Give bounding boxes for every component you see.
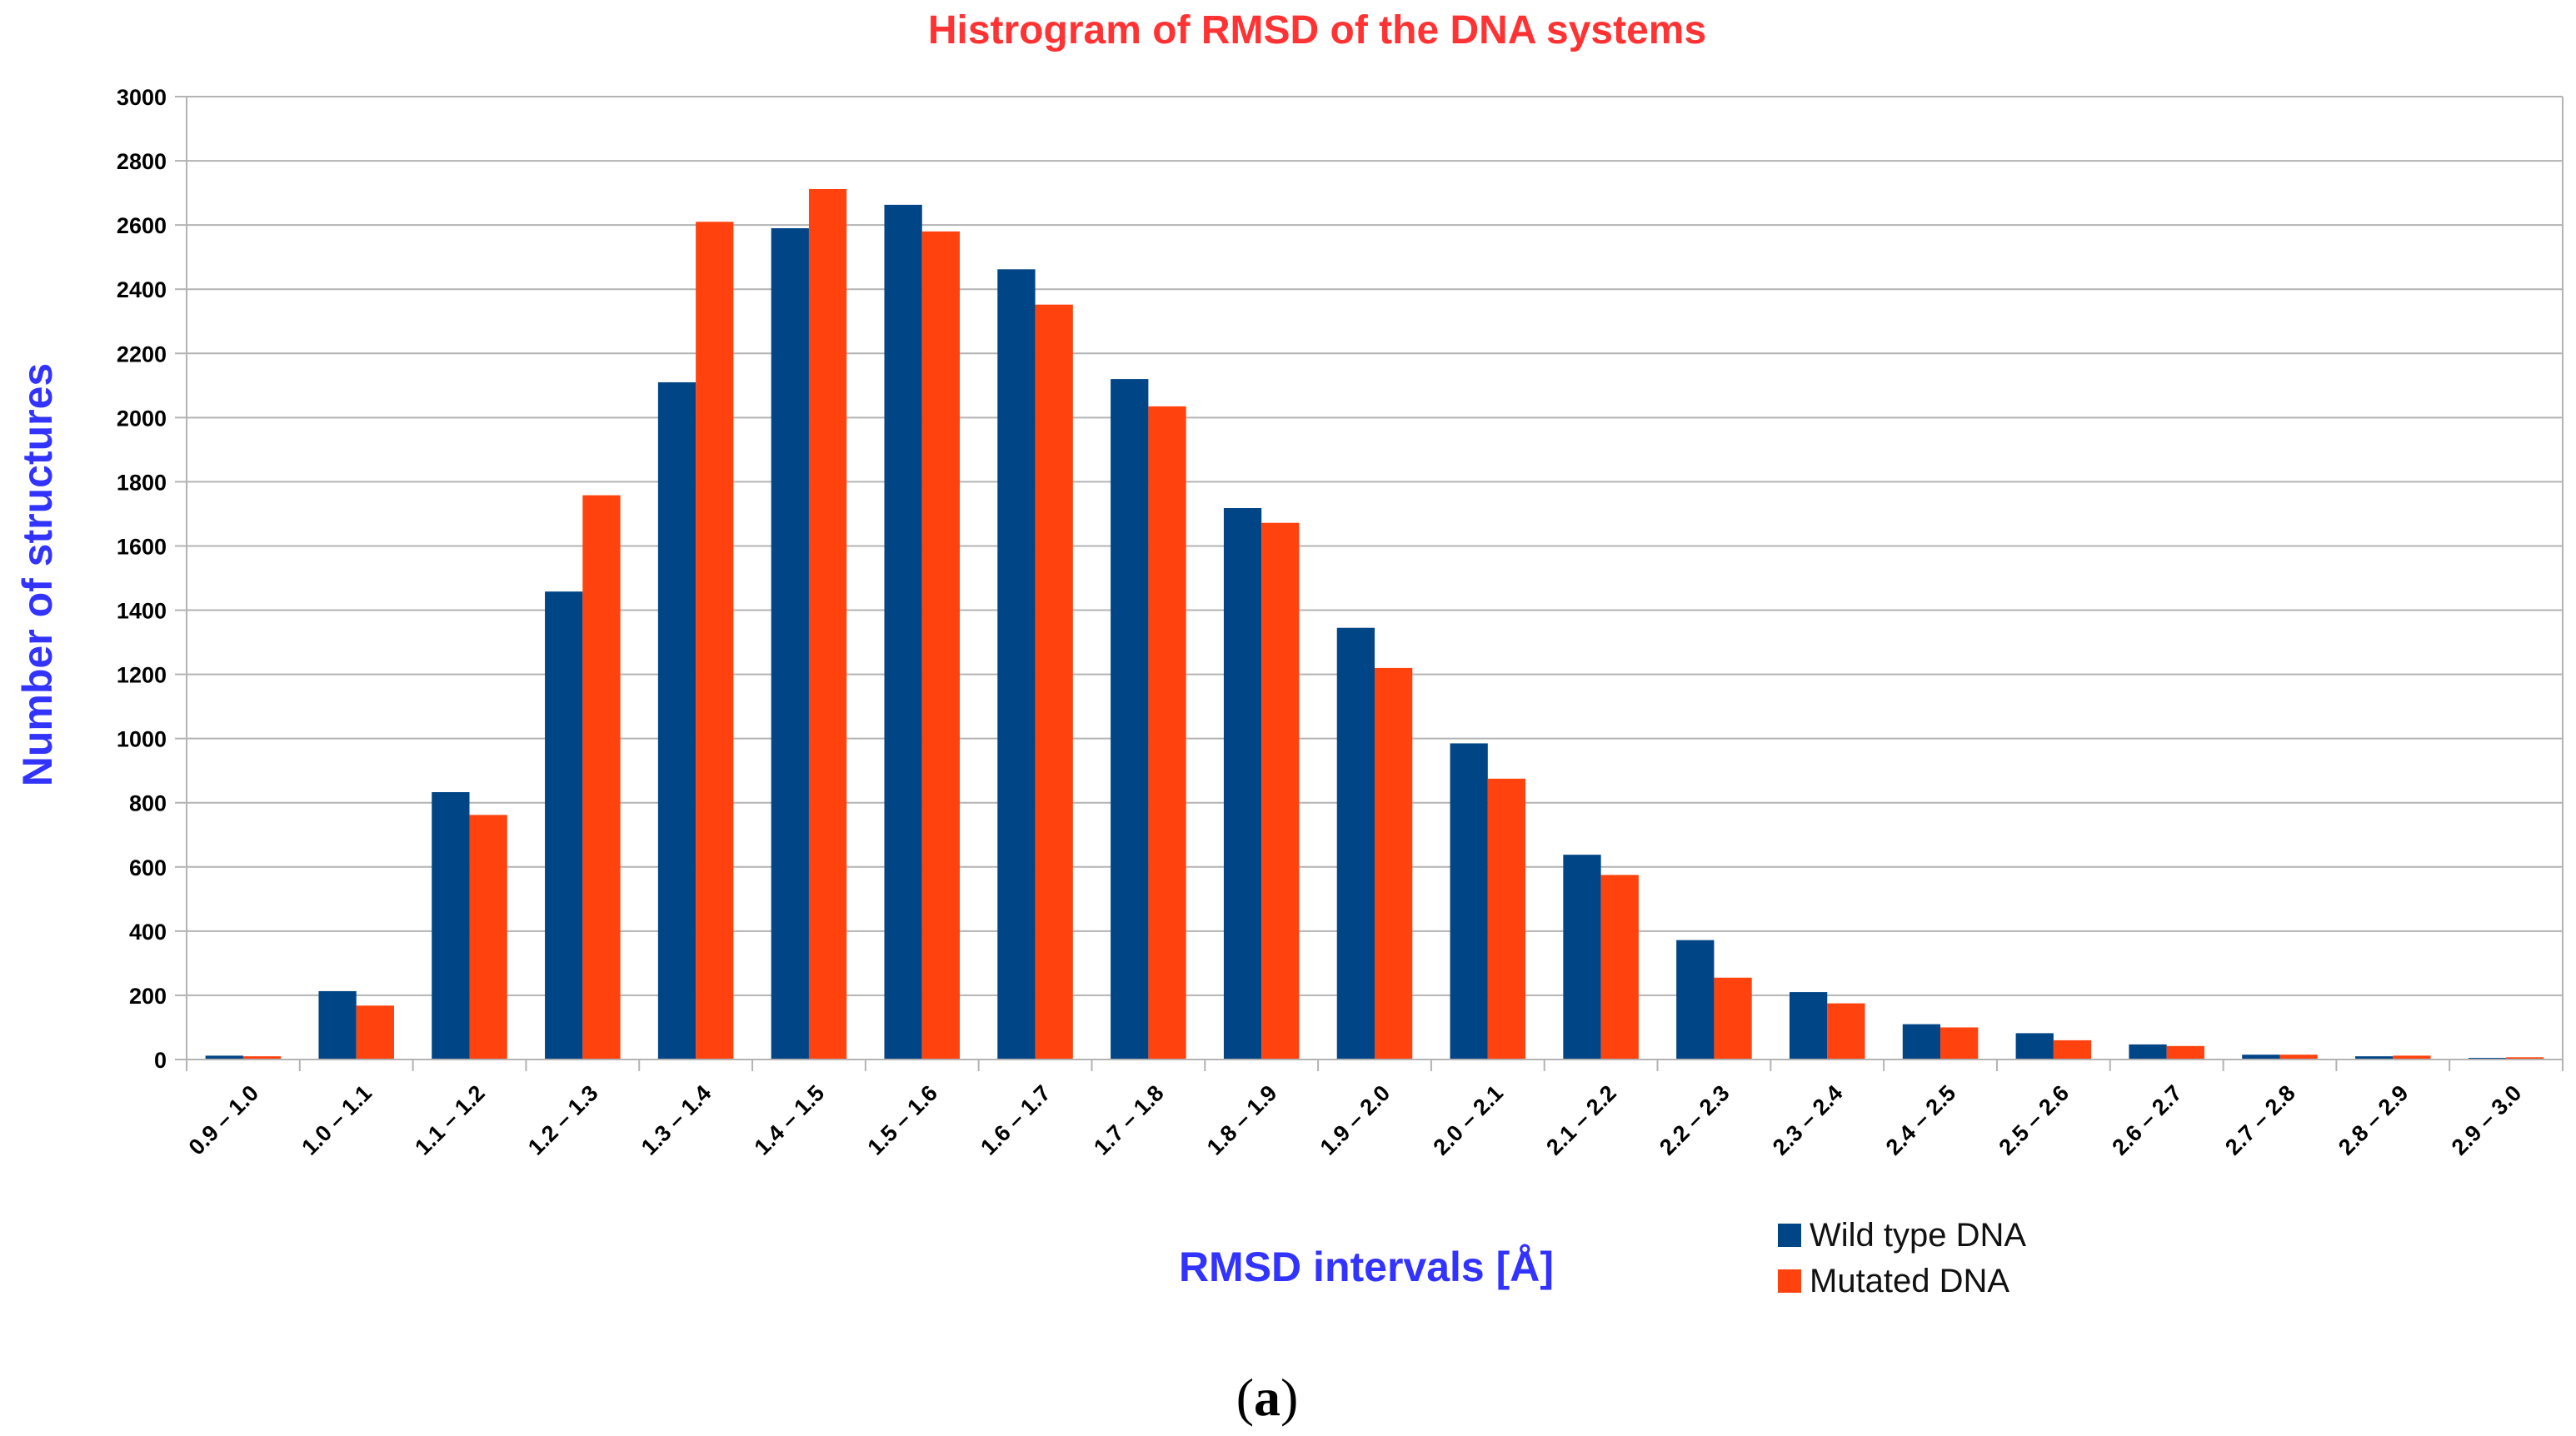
bar-mutated [2506, 1057, 2544, 1060]
y-tick-label: 0 [154, 1048, 167, 1073]
x-tick-label: 2.8 – 2.9 [2334, 1080, 2414, 1160]
bar-mutated [2393, 1055, 2431, 1060]
y-tick-label: 3000 [117, 85, 167, 110]
x-tick-label: 0.9 – 1.0 [184, 1080, 264, 1160]
bar-wild-type [318, 990, 357, 1060]
y-tick-label: 1600 [117, 534, 167, 559]
x-tick-label: 2.6 – 2.7 [2107, 1080, 2187, 1160]
bar-mutated [1827, 1003, 1865, 1060]
bar-wild-type [2129, 1044, 2167, 1060]
bar-mutated [1600, 875, 1639, 1060]
caption-open-paren: ( [1236, 1368, 1254, 1427]
y-tick-label: 1800 [117, 470, 167, 495]
x-tick-label: 2.4 – 2.5 [1881, 1080, 1961, 1160]
bar-wild-type [432, 792, 470, 1060]
x-tick-label: 2.0 – 2.1 [1429, 1080, 1509, 1160]
bar-mutated [696, 222, 734, 1060]
x-tick-label: 1.5 – 1.6 [862, 1080, 942, 1160]
bar-wild-type [2355, 1056, 2394, 1060]
bar-wild-type [2242, 1055, 2280, 1060]
bar-wild-type [771, 227, 809, 1060]
y-tick-label: 2200 [117, 342, 167, 366]
bar-mutated [2279, 1055, 2318, 1060]
bar-mutated [921, 231, 961, 1060]
bar-mutated [356, 1005, 394, 1060]
y-tick-label: 200 [129, 984, 167, 1009]
bar-mutated [1261, 522, 1300, 1060]
bar-mutated [1487, 778, 1526, 1060]
x-axis-ticks: 0.9 – 1.0 1.0 – 1.1 1.1 – 1.2 1.2 – 1.3 1.3 … [184, 1060, 2564, 1160]
x-axis-label: RMSD intervals [Å] [1179, 1244, 1554, 1290]
bar-wild-type [1563, 855, 1601, 1060]
bar-wild-type [1223, 507, 1262, 1060]
bar-wild-type [1111, 379, 1149, 1060]
x-tick-label: 1.7 – 1.8 [1089, 1080, 1169, 1160]
y-tick-label: 2400 [117, 277, 167, 302]
bar-wild-type [1450, 743, 1488, 1060]
x-tick-label: 2.1 – 2.2 [1541, 1080, 1621, 1160]
x-tick-label: 2.9 – 3.0 [2447, 1080, 2527, 1160]
y-tick-label: 800 [129, 791, 167, 816]
x-tick-label: 1.8 – 1.9 [1202, 1080, 1282, 1160]
bar-mutated [1940, 1027, 1979, 1060]
chart-title: Histrogram of RMSD of the DNA systems [928, 8, 1706, 52]
bar-wild-type [997, 269, 1036, 1060]
bar-mutated [469, 815, 507, 1060]
x-tick-label: 1.6 – 1.7 [976, 1080, 1056, 1160]
y-tick-label: 2000 [117, 406, 167, 431]
bar-wild-type [1336, 627, 1375, 1060]
legend-swatch-wild-type [1778, 1224, 1801, 1247]
bar-mutated [1714, 977, 1752, 1060]
bar-mutated [1148, 406, 1186, 1060]
bar-wild-type [1789, 992, 1828, 1060]
axes [186, 97, 2564, 1060]
bar-wild-type [657, 381, 696, 1060]
bar-wild-type [884, 204, 922, 1060]
x-tick-label: 2.5 – 2.6 [1994, 1080, 2074, 1160]
bar-wild-type [2015, 1033, 2054, 1060]
y-tick-label: 1400 [117, 599, 167, 624]
x-tick-label: 2.3 – 2.4 [1768, 1080, 1848, 1160]
legend-swatch-mutated [1778, 1269, 1801, 1293]
bar-mutated [808, 188, 847, 1060]
figure-caption: (a) [1236, 1368, 1299, 1427]
bar-mutated [1035, 304, 1073, 1060]
x-tick-label: 2.7 – 2.8 [2220, 1080, 2300, 1160]
y-tick-label: 400 [129, 920, 167, 945]
x-tick-label: 1.2 – 1.3 [523, 1080, 603, 1160]
x-tick-label: 1.9 – 2.0 [1315, 1080, 1395, 1160]
legend: Wild type DNA Mutated DNA [1778, 1217, 2026, 1299]
x-tick-label: 1.1 – 1.2 [410, 1080, 490, 1160]
legend-label-wild-type: Wild type DNA [1810, 1217, 2026, 1254]
y-tick-label: 600 [129, 855, 167, 880]
x-tick-label: 1.0 – 1.1 [297, 1080, 377, 1160]
x-tick-label: 1.4 – 1.5 [750, 1080, 830, 1160]
bars [205, 188, 2544, 1060]
bar-wild-type [1902, 1024, 1941, 1060]
bar-mutated [2166, 1045, 2204, 1060]
y-tick-label: 1000 [117, 727, 167, 752]
bar-mutated [1375, 667, 1413, 1060]
caption-close-paren: ) [1281, 1368, 1298, 1427]
bar-mutated [242, 1056, 282, 1060]
bar-mutated [2053, 1040, 2092, 1060]
y-tick-label: 2800 [117, 149, 167, 174]
bar-wild-type [205, 1055, 243, 1060]
bar-wild-type [545, 591, 583, 1060]
x-tick-label: 1.3 – 1.4 [637, 1080, 716, 1160]
bar-mutated [582, 495, 621, 1060]
legend-label-mutated: Mutated DNA [1810, 1263, 2009, 1299]
x-tick-label: 2.2 – 2.3 [1655, 1080, 1735, 1160]
y-axis-label: Number of structures [14, 363, 61, 786]
y-tick-label: 1200 [117, 663, 167, 688]
y-tick-label: 2600 [117, 213, 167, 238]
y-axis-ticks: 0 200 400 600 800 1000 1200 1400 1600 1800 2000 220… [117, 85, 187, 1073]
caption-letter: a [1254, 1368, 1281, 1427]
bar-wild-type [1676, 940, 1715, 1060]
